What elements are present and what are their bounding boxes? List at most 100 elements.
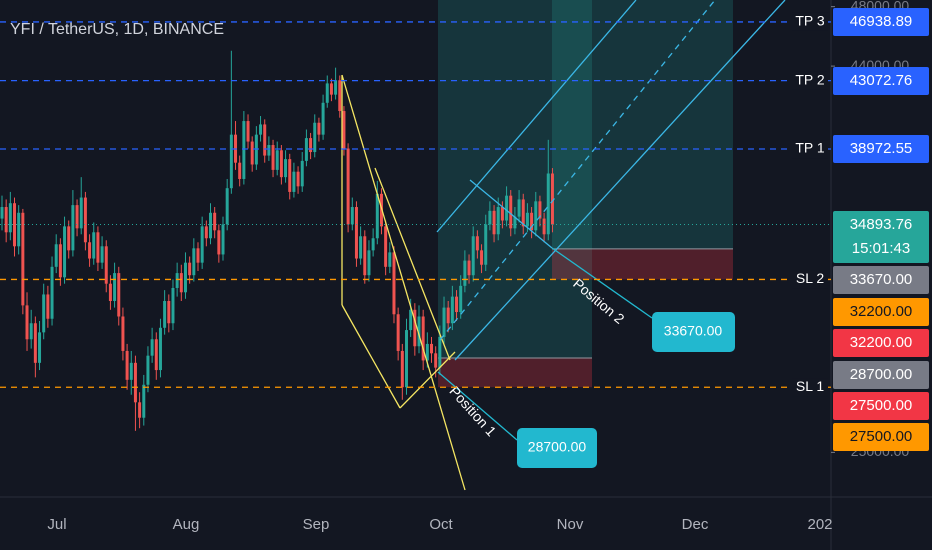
- candle-body: [384, 226, 388, 267]
- yellow-channel: [399, 351, 456, 409]
- candle-body: [221, 224, 225, 255]
- candle-body: [108, 283, 112, 301]
- candle-body: [54, 244, 58, 267]
- candle-body: [404, 330, 408, 388]
- pitchfork-handle: [469, 179, 553, 249]
- candle-body: [538, 201, 542, 219]
- candle-body: [4, 207, 8, 233]
- candle-body: [158, 327, 162, 371]
- candle-body: [171, 287, 175, 324]
- candle-body: [250, 141, 254, 165]
- candle-body: [400, 350, 404, 388]
- callout-text: 28700.00: [528, 439, 587, 455]
- candle-body: [79, 197, 83, 229]
- price-tag-text: 32200.00: [850, 334, 913, 351]
- price-tag: [833, 8, 929, 36]
- drawings: [341, 0, 786, 491]
- candle-body: [313, 122, 317, 153]
- candle-body: [434, 353, 438, 368]
- candle-body: [21, 212, 25, 306]
- candle-body: [350, 207, 354, 225]
- candle-body: [196, 248, 200, 263]
- candle-body: [83, 197, 87, 243]
- candle-body: [396, 314, 400, 351]
- level-name: TP 3: [795, 13, 825, 29]
- candle-body: [342, 111, 346, 149]
- candle-body: [200, 226, 204, 263]
- candle-body: [417, 316, 421, 347]
- candle-body: [13, 203, 17, 247]
- pitchfork-median: [439, 0, 716, 341]
- candle-body: [459, 285, 463, 313]
- candle-body: [246, 121, 250, 142]
- candle-body: [354, 207, 358, 259]
- candle-body: [279, 150, 283, 178]
- target-zone: [438, 0, 592, 359]
- price-tag: [833, 135, 929, 163]
- candle-body: [367, 250, 371, 276]
- candle-body: [325, 83, 329, 103]
- price-tag-text: 33670.00: [850, 271, 913, 288]
- price-tag-text: 46938.89: [850, 13, 913, 30]
- candle-body: [530, 212, 534, 231]
- candle-body: [317, 122, 321, 135]
- candle-body: [425, 343, 429, 361]
- candle-body: [521, 199, 525, 227]
- candle-body: [17, 212, 21, 247]
- candle-body: [133, 362, 137, 403]
- yellow-channel: [374, 167, 451, 361]
- countdown: 15:01:43: [852, 240, 910, 257]
- level-name: TP 1: [795, 140, 825, 156]
- candle-body: [146, 355, 150, 385]
- candle-body: [513, 216, 517, 229]
- candle-body: [0, 207, 4, 219]
- candle-body: [100, 246, 104, 263]
- price-tag-text: 38972.55: [850, 140, 913, 157]
- callout-box: [652, 312, 735, 352]
- candle-body: [446, 307, 450, 324]
- candle-body: [392, 252, 396, 315]
- candle-body: [475, 236, 479, 251]
- price-tag: [833, 329, 929, 357]
- candle-body: [455, 296, 459, 313]
- candle-body: [209, 212, 212, 239]
- x-tick-label: Dec: [682, 516, 709, 533]
- candle-body: [430, 343, 434, 354]
- levels: TP 3 TP 2 TP 1 SL 2 SL 1: [0, 13, 831, 397]
- axes: 48000.0044000.0025000.0046938.8943072.76…: [47, 0, 929, 533]
- x-tick-label: 202: [807, 516, 832, 533]
- candle-body: [88, 242, 92, 259]
- candle-body: [33, 323, 37, 363]
- candle-body: [42, 294, 46, 333]
- candle-body: [359, 236, 363, 259]
- candle-body: [442, 307, 446, 337]
- candle-body: [438, 336, 442, 368]
- candle-body: [517, 199, 521, 217]
- x-tick-label: Jul: [47, 516, 66, 533]
- candle-body: [271, 145, 275, 170]
- candle-body: [238, 162, 242, 179]
- candle-body: [267, 145, 271, 156]
- x-tick-label: Nov: [557, 516, 584, 533]
- candle-body: [38, 332, 42, 363]
- candle-body: [67, 226, 71, 251]
- callout-box: [517, 428, 597, 468]
- candle-body: [492, 210, 496, 235]
- candle-body: [58, 244, 62, 278]
- price-tag: [833, 392, 929, 420]
- candle-body: [179, 273, 183, 293]
- position-boxes: [438, 0, 733, 388]
- candle-body: [113, 273, 117, 301]
- candle-body: [50, 266, 54, 319]
- candle-body: [104, 246, 108, 284]
- candle-body: [375, 193, 379, 239]
- candle-body: [525, 212, 529, 227]
- candle-body: [75, 205, 79, 229]
- candle-body: [546, 173, 550, 235]
- candle-body: [275, 150, 279, 170]
- callout-line: [551, 247, 653, 319]
- candle-body: [8, 203, 12, 233]
- candle-body: [284, 159, 288, 178]
- candle-body: [259, 124, 263, 135]
